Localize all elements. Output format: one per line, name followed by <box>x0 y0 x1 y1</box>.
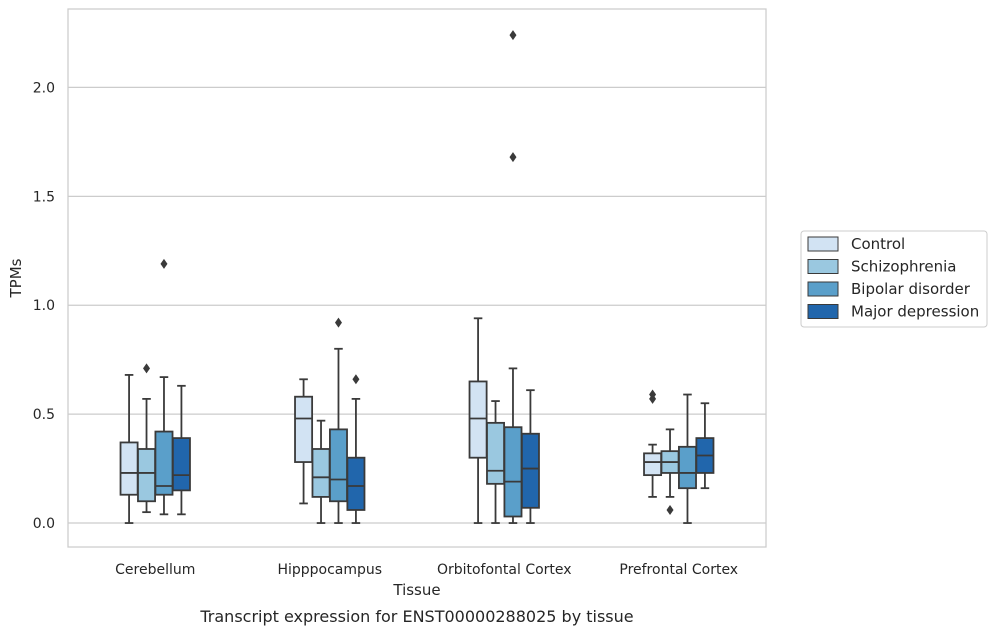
box-body <box>311 448 331 498</box>
box-body <box>468 380 488 459</box>
box-body <box>294 395 314 463</box>
boxes <box>119 30 715 524</box>
box-prefrontal-cortex-major-depression <box>695 402 715 490</box>
x-tick-labels: Cerebellum Hipppocampus Orbitofontal Corte… <box>115 562 738 578</box>
box-orbitofontal-cortex-control <box>468 317 488 524</box>
outlier-point <box>352 374 360 385</box>
box-hipppocampus-major-depression <box>346 374 366 524</box>
box-body <box>503 426 523 518</box>
box-cerebellum-schizophrenia <box>137 363 156 514</box>
y-tick-label: 0.5 <box>33 407 55 423</box>
box-orbitofontal-cortex-schizophrenia <box>486 400 505 524</box>
box-orbitofontal-cortex-bipolar-disorder <box>503 30 523 524</box>
box-body <box>329 428 348 503</box>
x-tick-label: Cerebellum <box>115 562 195 578</box>
y-axis-label: TPMs <box>7 258 25 298</box>
box-cerebellum-control <box>119 374 139 524</box>
x-tick-label: Hipppocampus <box>277 562 382 578</box>
legend-frame <box>800 230 988 328</box>
box-body <box>137 448 156 503</box>
legend-swatch <box>807 281 839 297</box>
y-tick-label: 1.0 <box>33 298 55 314</box>
box-cerebellum-bipolar-disorder <box>154 258 174 516</box>
legend-label: Bipolar disorder <box>851 280 971 298</box>
x-tick-label: Prefrontal Cortex <box>619 562 738 578</box>
y-tick-label: 2.0 <box>33 80 55 96</box>
x-tick-label: Orbitofontal Cortex <box>437 562 572 578</box>
x-axis-label: Tissue <box>392 581 440 599</box>
legend: Control Schizophrenia Bipolar disorder Majo… <box>800 230 988 328</box>
box-hipppocampus-control <box>294 378 314 505</box>
y-tick-labels: 0.0 0.5 1.0 1.5 2.0 <box>33 80 55 532</box>
chart-caption: Transcript expression for ENST0000028802… <box>199 607 633 626</box>
outlier-point <box>509 30 517 41</box>
legend-label: Schizophrenia <box>851 258 956 276</box>
box-hipppocampus-bipolar-disorder <box>329 317 348 524</box>
box-body <box>119 441 139 496</box>
outlier-point <box>509 152 517 163</box>
y-tick-label: 1.5 <box>33 189 55 205</box>
box-body <box>678 445 697 490</box>
legend-items: Control Schizophrenia Bipolar disorder Majo… <box>807 235 979 321</box>
box-prefrontal-cortex-schizophrenia <box>660 428 680 515</box>
outlier-point <box>334 317 342 328</box>
box-body <box>486 421 505 485</box>
box-body <box>346 456 366 511</box>
legend-swatch <box>807 304 839 319</box>
legend-swatch <box>807 236 839 252</box>
legend-label: Major depression <box>851 303 979 321</box>
outlier-point <box>649 389 657 400</box>
box-body <box>520 432 540 509</box>
legend-label: Control <box>851 235 905 253</box>
outlier-point <box>666 504 674 515</box>
box-body <box>643 452 663 477</box>
box-cerebellum-major-depression <box>171 384 191 516</box>
box-body <box>171 437 191 492</box>
box-orbitofontal-cortex-major-depression <box>520 389 540 524</box>
y-tick-label: 0.0 <box>33 516 55 532</box>
outlier-point <box>160 258 168 269</box>
grid-lines <box>68 86 766 524</box>
outlier-point <box>143 363 151 374</box>
legend-swatch <box>807 259 839 274</box>
